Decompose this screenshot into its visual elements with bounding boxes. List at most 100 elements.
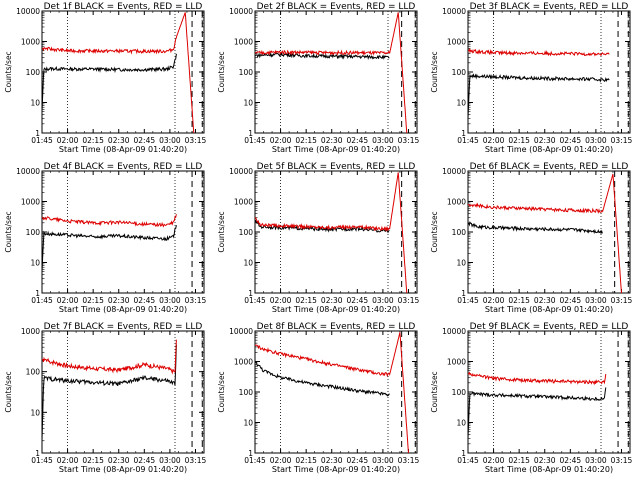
x-tick-label: 02:15 — [508, 456, 530, 465]
y-tick-label: 1 — [248, 129, 253, 138]
x-tick-label: 02:30 — [534, 296, 556, 305]
x-axis-label: Start Time (08-Apr-09 01:40:20) — [59, 305, 187, 314]
x-tick-label: 02:15 — [295, 456, 317, 465]
x-axis-label: Start Time (08-Apr-09 01:40:20) — [485, 465, 613, 474]
x-tick-label: 03:00 — [585, 296, 607, 305]
x-tick-label: 03:15 — [611, 456, 633, 465]
y-axis-label: Counts/sec — [4, 211, 13, 252]
x-tick-label: 02:15 — [82, 456, 104, 465]
lld-series-line — [41, 339, 177, 375]
panel-det-5f: Det 5f BLACK = Events, RED = LLD 1 10 100 10… — [217, 162, 420, 314]
panel-title: Det 6f BLACK = Events, RED = LLD — [470, 162, 629, 172]
y-tick-label: 100 — [26, 368, 41, 377]
x-tick-label: 03:00 — [159, 136, 181, 145]
events-series-line — [41, 344, 177, 441]
x-tick-label: 02:30 — [108, 136, 130, 145]
y-tick-label: 1000 — [234, 198, 253, 207]
x-tick-label: 02:00 — [483, 136, 505, 145]
y-tick-label: 10 — [456, 99, 466, 108]
x-tick-label: 01:45 — [31, 296, 53, 305]
events-series-line — [254, 361, 390, 397]
panel-det-9f: Det 9f BLACK = Events, RED = LLD 1 10 100 10… — [430, 322, 633, 474]
events-series-line — [41, 53, 177, 112]
y-tick-label: 100 — [452, 388, 467, 397]
x-tick-label: 02:00 — [270, 456, 292, 465]
x-tick-label: 02:30 — [321, 136, 343, 145]
x-tick-label: 01:45 — [31, 136, 53, 145]
y-tick-label: 10000 — [442, 167, 466, 176]
plot-frame — [254, 330, 418, 454]
x-tick-label: 03:15 — [185, 456, 207, 465]
x-tick-label: 02:15 — [295, 136, 317, 145]
x-axis-label: Start Time (08-Apr-09 01:40:20) — [59, 465, 187, 474]
y-tick-label: 10000 — [442, 327, 466, 336]
x-tick-label: 03:00 — [372, 456, 394, 465]
lld-series-line — [254, 172, 408, 294]
x-tick-label: 02:30 — [108, 296, 130, 305]
panel-title: Det 1f BLACK = Events, RED = LLD — [44, 2, 203, 12]
panel-title: Det 3f BLACK = Events, RED = LLD — [470, 2, 629, 12]
events-series-line — [467, 387, 607, 439]
y-tick-label: 10 — [30, 408, 40, 417]
x-tick-label: 02:30 — [534, 456, 556, 465]
y-tick-label: 10 — [30, 259, 40, 268]
y-tick-label: 10000 — [229, 7, 253, 16]
x-tick-label: 02:00 — [57, 456, 79, 465]
x-tick-label: 02:15 — [295, 296, 317, 305]
x-tick-label: 02:15 — [82, 296, 104, 305]
y-axis-label: Counts/sec — [430, 51, 439, 92]
y-tick-label: 10 — [30, 99, 40, 108]
x-tick-label: 01:45 — [457, 456, 479, 465]
x-tick-label: 02:30 — [108, 456, 130, 465]
y-tick-label: 1000 — [234, 38, 253, 47]
lld-series-line — [255, 12, 408, 134]
lld-series-line — [467, 371, 607, 386]
plot-frame — [41, 330, 205, 454]
x-axis-label: Start Time (08-Apr-09 01:40:20) — [272, 465, 400, 474]
x-tick-label: 02:45 — [347, 456, 369, 465]
panel-det-7f: Det 7f BLACK = Events, RED = LLD 1 10 100 10… — [4, 322, 207, 474]
y-tick-label: 100 — [239, 228, 254, 237]
y-axis-label: Counts/sec — [4, 371, 13, 412]
x-tick-label: 02:45 — [134, 136, 156, 145]
x-tick-label: 02:45 — [134, 456, 156, 465]
x-tick-label: 02:45 — [560, 296, 582, 305]
y-tick-label: 1000 — [447, 198, 466, 207]
y-tick-label: 100 — [452, 228, 467, 237]
plot-frame — [467, 170, 631, 294]
y-tick-label: 1000 — [21, 327, 40, 336]
lld-series-line — [254, 332, 409, 454]
y-tick-label: 1000 — [21, 198, 40, 207]
x-tick-label: 03:15 — [611, 136, 633, 145]
y-tick-label: 100 — [239, 388, 254, 397]
x-tick-label: 02:30 — [534, 136, 556, 145]
x-tick-label: 02:00 — [270, 136, 292, 145]
y-tick-label: 10 — [456, 419, 466, 428]
plot-frame — [467, 10, 631, 134]
x-tick-label: 03:15 — [398, 456, 420, 465]
x-tick-label: 02:15 — [82, 136, 104, 145]
x-tick-label: 02:45 — [560, 136, 582, 145]
y-tick-label: 10000 — [229, 167, 253, 176]
y-tick-label: 1000 — [447, 358, 466, 367]
panel-title: Det 7f BLACK = Events, RED = LLD — [44, 322, 203, 332]
panel-det-4f: Det 4f BLACK = Events, RED = LLD 1 10 100 10… — [4, 162, 207, 314]
y-tick-label: 100 — [26, 228, 41, 237]
y-tick-label: 10000 — [16, 7, 40, 16]
x-tick-label: 02:45 — [560, 456, 582, 465]
lld-series-line — [41, 214, 177, 228]
x-tick-label: 01:45 — [244, 456, 266, 465]
y-tick-label: 100 — [26, 68, 41, 77]
x-tick-label: 02:30 — [321, 456, 343, 465]
y-tick-label: 1000 — [234, 358, 253, 367]
plot-frame — [254, 170, 418, 294]
y-tick-label: 100 — [239, 68, 254, 77]
y-tick-label: 1 — [248, 449, 253, 458]
y-tick-label: 1000 — [21, 38, 40, 47]
plot-frame — [254, 10, 418, 134]
events-series-line — [467, 73, 610, 119]
panel-det-3f: Det 3f BLACK = Events, RED = LLD 1 10 100 10… — [430, 2, 633, 154]
x-tick-label: 03:15 — [185, 296, 207, 305]
